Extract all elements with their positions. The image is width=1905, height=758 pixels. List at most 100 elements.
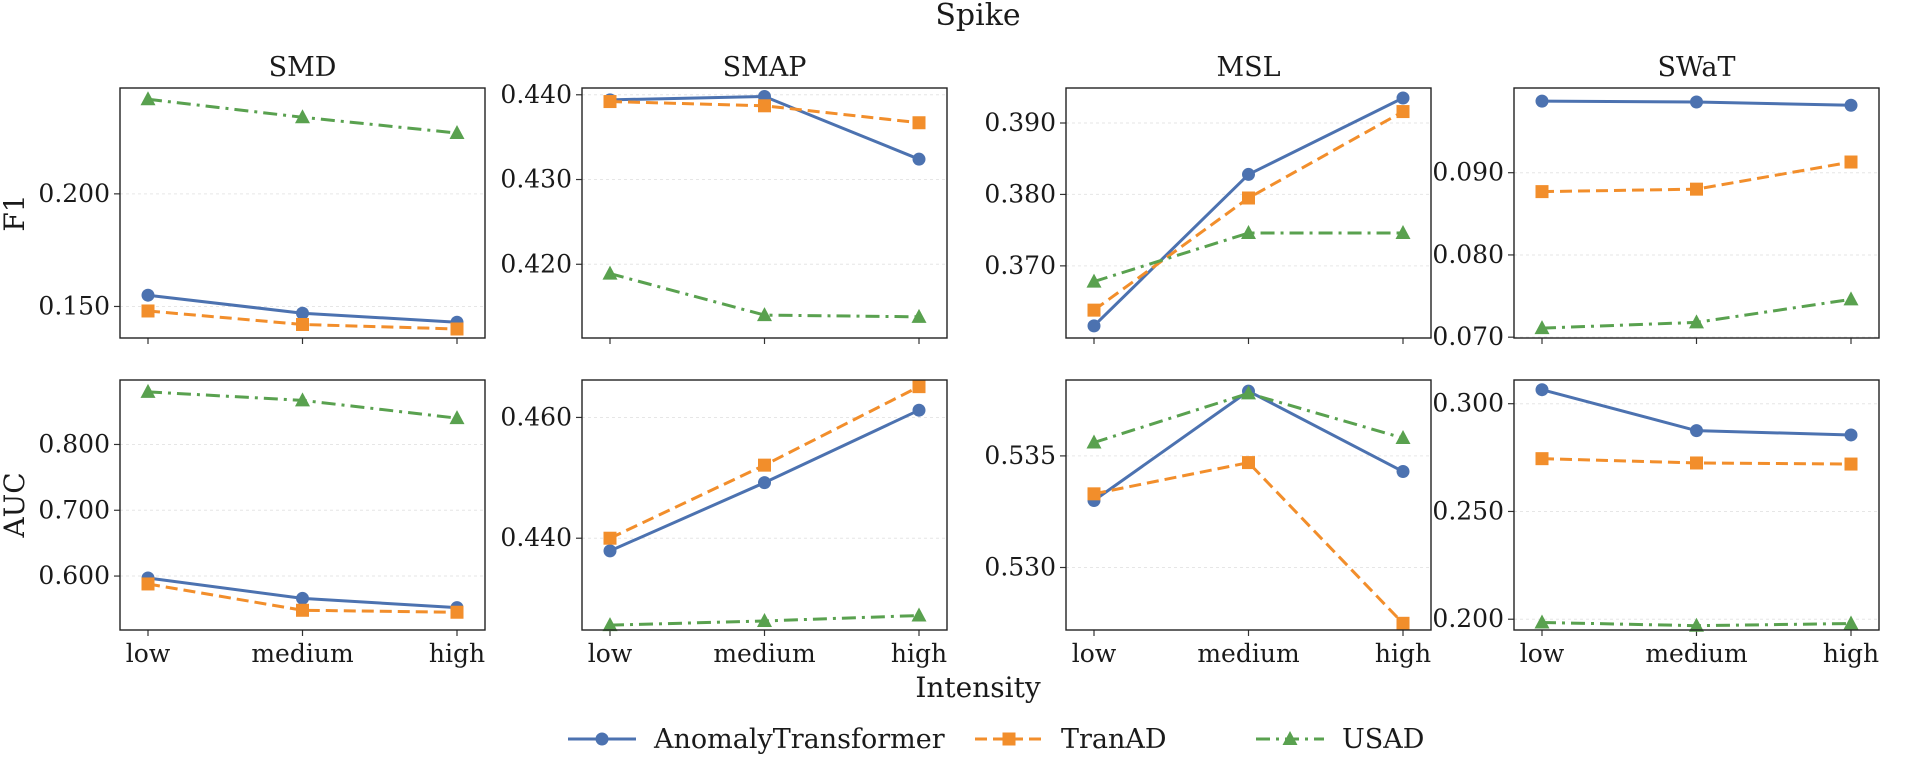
- series-line-usad: [609, 272, 920, 319]
- y-tick-label: 0.460: [500, 402, 572, 431]
- data-point: [296, 306, 309, 320]
- y-tick-label: 0.250: [1432, 496, 1504, 525]
- axes-frame: [1065, 379, 1432, 631]
- data-point: [1689, 617, 1704, 632]
- y-tick-label: 0.440: [500, 523, 572, 552]
- axes-frame: [1513, 379, 1880, 631]
- y-tick-label: 0.090: [1432, 158, 1504, 187]
- data-point: [1086, 273, 1102, 288]
- axes-frame: [581, 87, 948, 339]
- panel-f1-smap: 0.420 0.430 0.440 SMAP: [500, 52, 948, 344]
- data-point: [1535, 94, 1549, 108]
- data-point: [603, 531, 617, 545]
- data-point: [757, 612, 772, 627]
- panel-auc-smap: 0.440 0.460 low medium high: [500, 379, 948, 668]
- data-point: [1396, 465, 1410, 479]
- data-point: [295, 109, 310, 124]
- x-tick-label: low: [1520, 639, 1565, 668]
- y-tick-label: 0.440: [500, 80, 572, 109]
- panel-f1-smd: 0.150 0.200 SMD F1: [0, 52, 486, 344]
- series-line-tranad: [1093, 460, 1405, 625]
- data-point: [141, 304, 155, 318]
- x-tick-label: high: [891, 639, 947, 668]
- panel-f1-msl: 0.370 0.380 0.390 MSL: [984, 52, 1432, 344]
- data-point: [1241, 225, 1256, 239]
- y-tick-label: 0.370: [984, 251, 1056, 280]
- data-point: [603, 95, 617, 109]
- data-point: [758, 99, 771, 113]
- data-point: [1844, 457, 1858, 471]
- x-tick-label: high: [1823, 639, 1879, 668]
- legend-marker: [1002, 732, 1016, 746]
- x-tick-label: low: [1072, 639, 1117, 668]
- x-tick-label: low: [126, 639, 171, 668]
- data-point: [1690, 95, 1703, 109]
- data-point: [1086, 434, 1102, 449]
- y-tick-label: 0.150: [38, 291, 110, 320]
- y-tick-label: 0.800: [38, 429, 110, 458]
- data-point: [1242, 167, 1255, 181]
- y-tick-label: 0.080: [1432, 240, 1504, 269]
- y-tick-label: 0.300: [1432, 389, 1504, 418]
- axes-frame: [119, 87, 486, 339]
- data-point: [912, 116, 926, 130]
- legend-marker: [1282, 731, 1298, 745]
- data-point: [296, 317, 309, 331]
- data-point: [140, 91, 156, 106]
- data-point: [449, 125, 465, 140]
- y-tick-label: 0.380: [984, 179, 1056, 208]
- legend-marker: [595, 732, 609, 746]
- y-axis-label: F1: [0, 194, 31, 231]
- data-point: [1690, 182, 1703, 196]
- data-point: [1242, 456, 1255, 470]
- x-tick-label: high: [1375, 639, 1431, 668]
- y-tick-label: 0.420: [500, 249, 572, 278]
- data-point: [1242, 191, 1255, 205]
- panels: 0.1500.200SMDF10.4200.4300.440SMAP0.3700…: [0, 52, 1880, 668]
- data-point: [1534, 320, 1550, 335]
- y-tick-label: 0.700: [38, 495, 110, 524]
- legend-entry-anomalytransformer: AnomalyTransformer: [568, 724, 945, 755]
- x-tick-label: medium: [713, 639, 816, 668]
- figure-title: Spike: [935, 0, 1020, 33]
- panel-auc-swat: 0.200 0.250 0.300 low medium high: [1432, 379, 1880, 668]
- data-point: [912, 403, 926, 417]
- data-point: [603, 544, 617, 558]
- data-point: [1396, 105, 1410, 119]
- axes-frame: [1513, 87, 1880, 339]
- data-point: [911, 607, 927, 622]
- data-point: [141, 577, 155, 591]
- data-point: [1690, 424, 1703, 438]
- series-line-usad: [1093, 391, 1404, 444]
- data-point: [296, 591, 309, 605]
- x-axis-label: Intensity: [915, 671, 1041, 704]
- data-point: [1535, 452, 1549, 466]
- data-point: [602, 617, 618, 632]
- data-point: [449, 410, 465, 425]
- data-point: [1534, 614, 1550, 629]
- legend-label: TranAD: [1061, 724, 1167, 755]
- data-point: [140, 383, 156, 398]
- legend-entry-tranad: TranAD: [975, 724, 1167, 755]
- panel-title: MSL: [1216, 52, 1280, 83]
- data-point: [1241, 385, 1256, 400]
- data-point: [1395, 430, 1411, 445]
- series-line-usad: [1093, 231, 1403, 284]
- panel-title: SMAP: [723, 52, 807, 83]
- panel-auc-msl: 0.530 0.535 low medium high: [984, 379, 1432, 668]
- data-point: [1535, 185, 1549, 199]
- data-point: [1087, 303, 1101, 317]
- panel-title: SMD: [269, 52, 337, 83]
- data-point: [295, 392, 310, 407]
- axes-frame: [581, 379, 948, 631]
- data-point: [1843, 615, 1859, 630]
- data-point: [1396, 91, 1410, 105]
- data-point: [1535, 383, 1549, 397]
- data-point: [141, 288, 155, 302]
- axes-frame: [1065, 87, 1432, 339]
- legend-entry-usad: USAD: [1256, 724, 1424, 755]
- legend-label: USAD: [1342, 724, 1424, 755]
- series-line-tranad: [147, 582, 458, 614]
- data-point: [912, 152, 926, 166]
- panel-f1-swat: 0.070 0.080 0.090 SWaT: [1432, 52, 1880, 351]
